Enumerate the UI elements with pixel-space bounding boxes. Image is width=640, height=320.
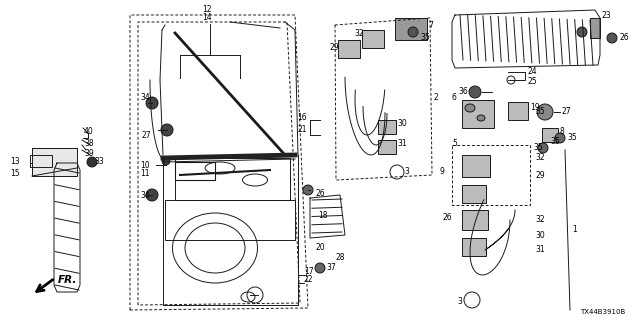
Text: 32: 32 — [535, 154, 545, 163]
Circle shape — [315, 263, 325, 273]
Ellipse shape — [477, 115, 485, 121]
Text: 12: 12 — [202, 5, 211, 14]
Text: 23: 23 — [602, 11, 612, 20]
Text: 37: 37 — [326, 263, 336, 273]
Bar — [462, 155, 490, 177]
Circle shape — [555, 133, 565, 143]
Bar — [462, 185, 486, 203]
Bar — [462, 210, 488, 230]
Text: 24: 24 — [527, 68, 536, 76]
Text: 6: 6 — [452, 93, 457, 102]
Text: 1: 1 — [572, 226, 577, 235]
Text: 30: 30 — [535, 230, 545, 239]
Text: 26: 26 — [315, 188, 324, 197]
Text: 17: 17 — [304, 268, 314, 276]
Circle shape — [537, 104, 553, 120]
Circle shape — [469, 86, 481, 98]
Text: 5: 5 — [452, 139, 457, 148]
Text: 25: 25 — [527, 77, 536, 86]
Text: 35: 35 — [535, 108, 545, 116]
Bar — [508, 102, 528, 120]
Text: 10: 10 — [140, 161, 150, 170]
Circle shape — [408, 27, 418, 37]
Bar — [30, 155, 52, 167]
Text: 34: 34 — [140, 190, 150, 199]
Text: FR.: FR. — [58, 275, 77, 285]
Text: 22: 22 — [304, 276, 314, 284]
Text: 8: 8 — [560, 127, 564, 137]
Bar — [378, 140, 396, 154]
Bar — [378, 120, 396, 134]
Text: 3: 3 — [457, 298, 462, 307]
Text: 31: 31 — [397, 140, 406, 148]
Bar — [542, 128, 558, 142]
Text: 11: 11 — [140, 169, 150, 178]
Text: 20: 20 — [315, 244, 324, 252]
Text: 27: 27 — [142, 131, 152, 140]
Bar — [175, 158, 290, 200]
Text: 2: 2 — [434, 93, 439, 102]
Bar — [462, 238, 486, 256]
Bar — [32, 148, 77, 176]
Text: 15: 15 — [10, 170, 20, 179]
Circle shape — [162, 157, 170, 165]
Circle shape — [87, 157, 97, 167]
Text: 16: 16 — [298, 114, 307, 123]
Text: 35: 35 — [420, 34, 429, 43]
Bar — [338, 40, 360, 58]
Text: 13: 13 — [10, 157, 20, 166]
Circle shape — [161, 124, 173, 136]
Text: 3: 3 — [404, 167, 409, 177]
Text: 39: 39 — [84, 148, 93, 157]
Text: 18: 18 — [318, 211, 328, 220]
Text: 33: 33 — [94, 157, 104, 166]
Text: 38: 38 — [84, 139, 93, 148]
Text: 35: 35 — [567, 133, 577, 142]
Bar — [362, 30, 384, 48]
Circle shape — [538, 143, 548, 153]
Circle shape — [146, 97, 158, 109]
Circle shape — [607, 33, 617, 43]
Text: 27: 27 — [562, 108, 572, 116]
Text: 28: 28 — [335, 253, 344, 262]
Circle shape — [303, 185, 313, 195]
Text: 35: 35 — [533, 143, 543, 153]
Text: 14: 14 — [202, 13, 212, 22]
Bar — [590, 18, 600, 38]
Text: 32: 32 — [535, 215, 545, 225]
Text: 40: 40 — [84, 126, 93, 135]
Text: 35: 35 — [550, 138, 560, 147]
Text: 19: 19 — [530, 103, 540, 113]
Bar — [462, 100, 494, 128]
Text: TX44B3910B: TX44B3910B — [580, 309, 625, 315]
Text: 7: 7 — [428, 20, 433, 29]
Text: 31: 31 — [535, 245, 545, 254]
Text: 29: 29 — [330, 43, 340, 52]
Text: 26: 26 — [620, 34, 630, 43]
Text: 32: 32 — [354, 28, 364, 37]
Text: 9: 9 — [440, 167, 445, 177]
Bar — [395, 18, 427, 40]
Circle shape — [146, 189, 158, 201]
Bar — [165, 200, 295, 240]
Text: 29: 29 — [535, 171, 545, 180]
Ellipse shape — [465, 104, 475, 112]
Circle shape — [577, 27, 587, 37]
Text: 34: 34 — [140, 93, 150, 102]
Text: 21: 21 — [298, 125, 307, 134]
Text: 36: 36 — [458, 87, 468, 97]
Text: 26: 26 — [442, 213, 452, 222]
Text: 30: 30 — [397, 119, 407, 129]
Bar — [175, 162, 215, 180]
